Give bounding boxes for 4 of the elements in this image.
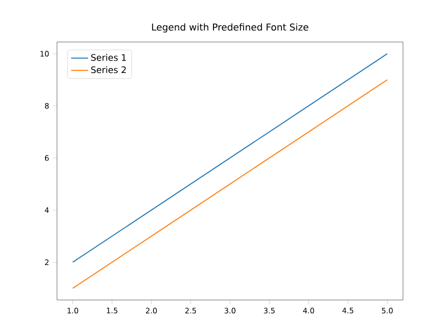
legend-label: Series 2 [91,66,126,74]
chart-title: Legend with Predefined Font Size [152,23,308,32]
legend-label: Series 1 [91,54,126,61]
line-series [72,79,388,289]
